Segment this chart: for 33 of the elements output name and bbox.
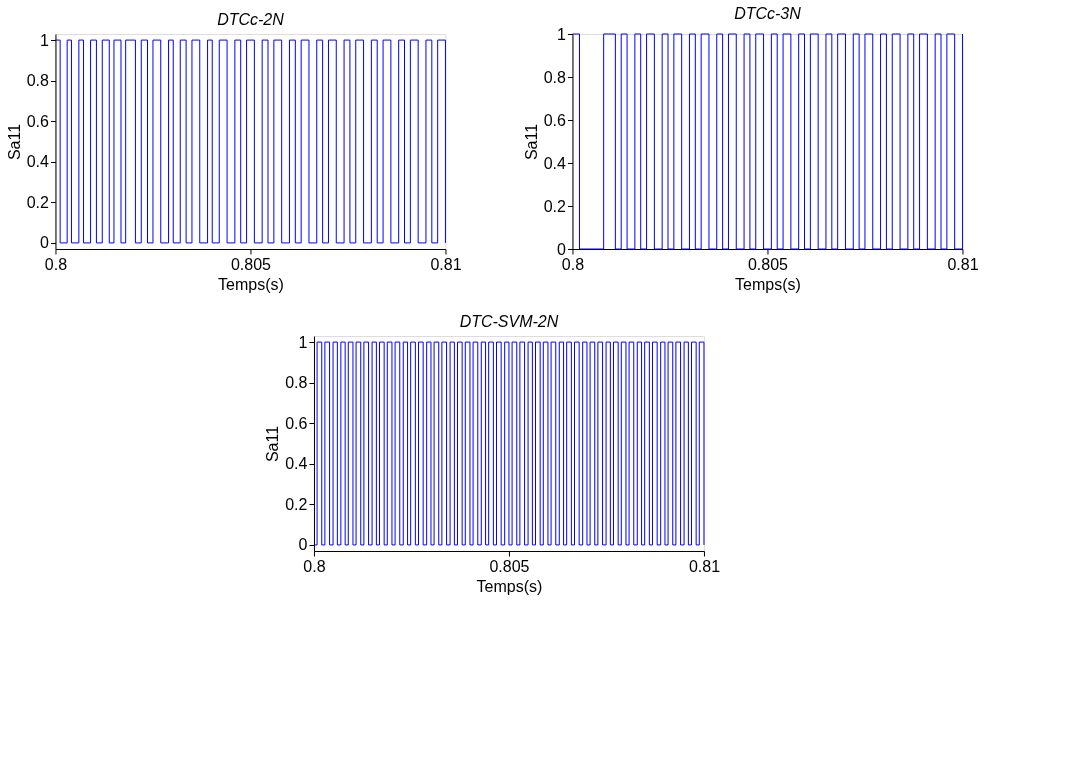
y-axis-title: Sa11 [264,425,282,463]
chart-title: DTC-SVM-2N [459,313,559,331]
y-tick-label: 0.6 [543,111,567,129]
x-axis-title: Temps(s) [735,275,801,293]
y-axis-title: Sa11 [5,123,23,161]
y-tick-label: 1 [298,333,308,351]
y-tick-label: 0 [40,234,50,252]
x-axis-title: Temps(s) [218,275,284,293]
y-tick-label: 1 [40,31,50,49]
x-tick-label: 0.81 [688,557,721,575]
y-tick-label: 0 [557,240,567,258]
chart-title: DTCc-2N [217,11,285,29]
y-tick-label: 0.6 [26,112,50,130]
x-tick-label: 0.805 [230,255,272,273]
y-tick-label: 1 [557,25,567,43]
y-tick-label: 0.8 [543,68,567,86]
x-tick-label: 0.81 [947,255,979,273]
x-tick-label: 0.805 [489,557,530,575]
y-tick-label: 0.8 [285,374,308,392]
y-tick-label: 0.8 [26,72,50,90]
y-tick-label: 0 [298,536,308,554]
y-tick-label: 0.6 [285,414,308,432]
y-axis-title: Sa11 [522,123,540,161]
y-tick-label: 0.2 [543,197,567,215]
x-tick-label: 0.81 [430,255,462,273]
y-tick-label: 0.4 [26,153,50,171]
x-axis-title: Temps(s) [476,577,543,595]
y-tick-label: 0.4 [285,455,308,473]
y-tick-label: 0.4 [543,154,567,172]
y-tick-label: 0.2 [285,495,308,513]
y-tick-label: 0.2 [26,193,50,211]
x-tick-label: 0.805 [747,255,789,273]
chart-title: DTCc-3N [734,5,802,22]
